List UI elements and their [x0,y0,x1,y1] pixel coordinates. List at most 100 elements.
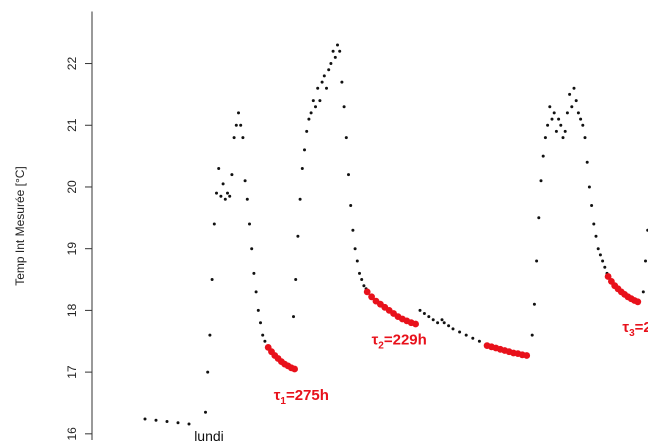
data-point [154,418,158,422]
data-point [331,49,335,53]
data-point [338,49,342,53]
data-point [598,253,602,257]
fit-point [604,273,612,280]
data-point [351,228,355,232]
data-point [305,129,309,133]
data-point [325,86,328,90]
data-point [296,234,300,238]
data-point [228,194,232,198]
data-point [230,173,234,177]
tau-symbol: τ [622,319,629,336]
data-point [579,117,583,121]
data-point [458,330,462,334]
data-point [232,136,236,140]
data-point [243,179,247,183]
data-points [143,43,648,426]
data-point [176,421,180,425]
data-point [320,80,324,84]
data-point [550,117,554,121]
data-point [336,43,339,47]
data-point [594,234,598,238]
tau-subscript: 3 [629,328,635,339]
data-point [532,302,536,306]
data-point [223,197,227,201]
data-point [316,86,320,90]
data-point [422,312,426,315]
y-axis-title: Temp Int Mesurée [°C] [13,166,27,286]
data-point [583,136,587,140]
data-point [568,92,572,96]
data-point [254,290,258,294]
data-point [576,111,580,115]
data-point [596,247,600,251]
fit-point [363,288,371,296]
data-point [565,111,569,115]
fit-point [523,352,531,359]
data-point [261,333,265,337]
data-point [436,321,440,325]
data-point [241,136,245,140]
tau-annotation: τ1=275h [274,387,329,407]
data-point [344,136,348,140]
data-point [303,148,306,152]
data-point [263,339,267,343]
data-point [307,117,311,121]
data-point [561,136,565,140]
y-tick-label: 19 [65,242,79,256]
data-point [358,271,361,275]
fit-point [634,298,642,306]
data-point [601,259,605,263]
data-point [252,271,256,275]
data-point [165,420,169,423]
y-tick-label: 20 [65,180,79,194]
data-point [245,197,249,201]
data-point [541,154,545,158]
data-point [535,259,539,263]
data-point [208,333,212,337]
data-point [250,247,254,251]
data-point [318,99,322,103]
y-tick-label: 22 [65,57,79,71]
data-point [427,315,431,319]
data-point [294,278,298,281]
tau-subscript: 1 [280,396,286,407]
data-point [355,259,359,263]
y-tick-label: 18 [65,303,79,317]
data-point [431,318,435,322]
data-point [221,182,225,186]
data-point [592,222,596,226]
data-point [187,422,191,426]
data-point [234,123,238,127]
fit-point [412,320,419,328]
tau-symbol: τ [372,331,379,348]
data-point [464,333,468,337]
data-point [292,315,295,319]
tau-annotation: τ2=229h [372,331,427,351]
x-day-label: lundi [194,428,224,444]
fit-point [368,293,375,301]
data-point [546,123,550,127]
data-point [418,308,422,312]
data-point [644,259,647,263]
data-point [256,308,260,312]
data-point [204,410,207,414]
data-point [210,278,214,281]
data-point [574,99,578,103]
tau-subscript: 2 [378,340,384,351]
y-tick-label: 17 [65,365,79,379]
data-point [590,204,594,207]
data-point [554,129,558,133]
data-point [530,333,534,337]
data-point [543,136,547,140]
data-point [215,191,218,195]
fit-point [291,365,298,373]
data-point [442,321,446,325]
data-point [539,179,543,183]
data-point [570,105,574,109]
data-point [585,160,589,164]
y-tick-label: 16 [65,427,79,441]
tau-symbol: τ [274,387,281,404]
data-point [248,222,251,226]
